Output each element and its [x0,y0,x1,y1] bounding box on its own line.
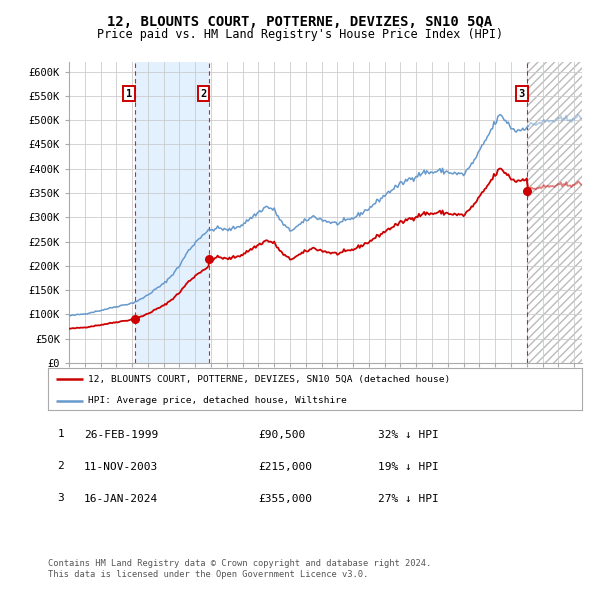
Text: 2: 2 [200,88,206,99]
Text: £355,000: £355,000 [258,494,312,503]
Text: 2: 2 [57,461,64,471]
Text: 11-NOV-2003: 11-NOV-2003 [84,462,158,471]
Text: 3: 3 [519,88,525,99]
Bar [527,62,582,363]
Text: HPI: Average price, detached house, Wiltshire: HPI: Average price, detached house, Wilt… [88,396,347,405]
Bar [134,62,209,363]
Text: 26-FEB-1999: 26-FEB-1999 [84,430,158,440]
Text: 3: 3 [57,493,64,503]
Text: 1: 1 [57,430,64,439]
Text: 1: 1 [126,88,132,99]
Text: Price paid vs. HM Land Registry's House Price Index (HPI): Price paid vs. HM Land Registry's House … [97,28,503,41]
Text: This data is licensed under the Open Government Licence v3.0.: This data is licensed under the Open Gov… [48,570,368,579]
Text: £215,000: £215,000 [258,462,312,471]
Text: 27% ↓ HPI: 27% ↓ HPI [378,494,439,503]
Text: 19% ↓ HPI: 19% ↓ HPI [378,462,439,471]
Text: 16-JAN-2024: 16-JAN-2024 [84,494,158,503]
Text: Contains HM Land Registry data © Crown copyright and database right 2024.: Contains HM Land Registry data © Crown c… [48,559,431,568]
Text: 12, BLOUNTS COURT, POTTERNE, DEVIZES, SN10 5QA: 12, BLOUNTS COURT, POTTERNE, DEVIZES, SN… [107,15,493,29]
Text: 12, BLOUNTS COURT, POTTERNE, DEVIZES, SN10 5QA (detached house): 12, BLOUNTS COURT, POTTERNE, DEVIZES, SN… [88,375,450,384]
Text: 32% ↓ HPI: 32% ↓ HPI [378,430,439,440]
Text: £90,500: £90,500 [258,430,305,440]
